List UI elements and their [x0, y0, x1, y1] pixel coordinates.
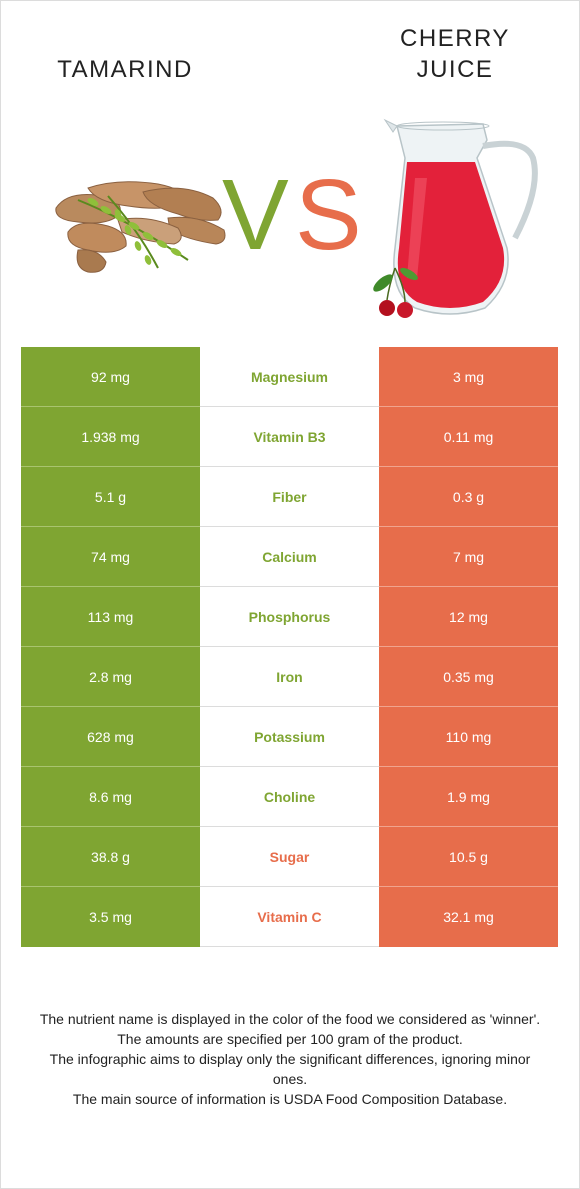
cherry-juice-value: 32.1 mg — [379, 887, 558, 947]
cherry-juice-image — [365, 118, 545, 328]
right-food-name-line2: JUICE — [416, 56, 494, 83]
nutrient-name: Potassium — [200, 707, 379, 767]
footnote-line: The nutrient name is displayed in the co… — [39, 1011, 541, 1027]
table-row: 74 mg Calcium 7 mg — [21, 527, 558, 587]
table-row: 5.1 g Fiber 0.3 g — [21, 467, 558, 527]
cherry-juice-value: 10.5 g — [379, 827, 558, 887]
nutrient-comparison-table: 92 mg Magnesium 3 mg 1.938 mg Vitamin B3 0.11… — [21, 347, 558, 947]
cherry-juice-value: 12 mg — [379, 587, 558, 647]
table-row: 628 mg Potassium 110 mg — [21, 707, 558, 767]
nutrient-name: Vitamin B3 — [200, 407, 379, 467]
cherry-juice-value: 7 mg — [379, 527, 558, 587]
table-row: 38.8 g Sugar 10.5 g — [21, 827, 558, 887]
cherry-juice-value: 1.9 mg — [379, 767, 558, 827]
nutrient-name: Vitamin C — [200, 887, 379, 947]
tamarind-value: 113 mg — [21, 587, 200, 647]
tamarind-value: 74 mg — [21, 527, 200, 587]
footnote-line: The main source of information is USDA F… — [72, 1091, 508, 1107]
tamarind-value: 92 mg — [21, 347, 200, 407]
cherry-juice-value: 0.11 mg — [379, 407, 558, 467]
cherry-juice-value: 110 mg — [379, 707, 558, 767]
table-row: 8.6 mg Choline 1.9 mg — [21, 767, 558, 827]
table-row: 113 mg Phosphorus 12 mg — [21, 587, 558, 647]
tamarind-value: 5.1 g — [21, 467, 200, 527]
vs-letter-s: S — [295, 159, 362, 271]
table-row: 3.5 mg Vitamin C 32.1 mg — [21, 887, 558, 947]
tamarind-value: 1.938 mg — [21, 407, 200, 467]
right-food-name-line1: CHERRY — [400, 25, 510, 52]
nutrient-name: Fiber — [200, 467, 379, 527]
footnote-line: The amounts are specified per 100 gram o… — [117, 1031, 463, 1047]
vs-letter-v: V — [222, 159, 289, 271]
footnote: The nutrient name is displayed in the co… — [36, 1009, 544, 1109]
tamarind-value: 38.8 g — [21, 827, 200, 887]
table-row: 1.938 mg Vitamin B3 0.11 mg — [21, 407, 558, 467]
tamarind-value: 2.8 mg — [21, 647, 200, 707]
table-row: 92 mg Magnesium 3 mg — [21, 347, 558, 407]
nutrient-name: Magnesium — [200, 347, 379, 407]
nutrient-name: Sugar — [200, 827, 379, 887]
nutrient-name: Phosphorus — [200, 587, 379, 647]
cherry-juice-value: 0.3 g — [379, 467, 558, 527]
nutrient-name: Iron — [200, 647, 379, 707]
table-row: 2.8 mg Iron 0.35 mg — [21, 647, 558, 707]
cherry-juice-value: 3 mg — [379, 347, 558, 407]
tamarind-value: 628 mg — [21, 707, 200, 767]
cherry-juice-value: 0.35 mg — [379, 647, 558, 707]
right-food-title: CHERRY JUICE — [360, 23, 550, 85]
left-food-title: TAMARIND — [30, 54, 220, 85]
nutrient-name: Calcium — [200, 527, 379, 587]
tamarind-value: 3.5 mg — [21, 887, 200, 947]
tamarind-value: 8.6 mg — [21, 767, 200, 827]
left-food-name: TAMARIND — [57, 56, 193, 83]
tamarind-image — [48, 170, 230, 280]
footnote-line: The infographic aims to display only the… — [49, 1051, 531, 1087]
nutrient-name: Choline — [200, 767, 379, 827]
